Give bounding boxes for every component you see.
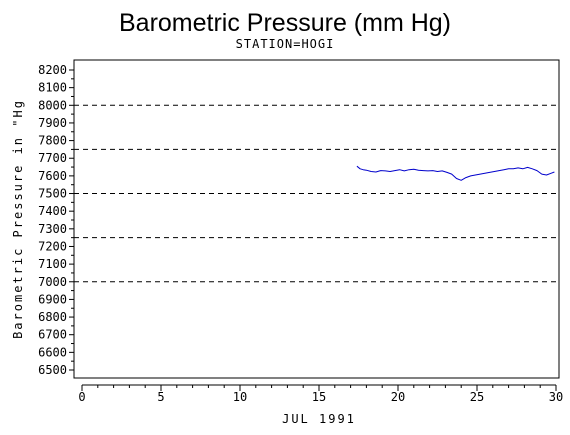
y-tick-label-6500: 6500 [38, 363, 67, 377]
y-tick-label-6600: 6600 [38, 345, 67, 359]
y-tick-label-7100: 7100 [38, 257, 67, 271]
series-line-0 [356, 165, 555, 181]
y-tick-label-7900: 7900 [38, 116, 67, 130]
y-tick-label-7800: 7800 [38, 134, 67, 148]
y-tick-label-7600: 7600 [38, 169, 67, 183]
x-tick-label-25: 25 [470, 390, 484, 404]
y-tick-label-7400: 7400 [38, 204, 67, 218]
y-tick-label-8000: 8000 [38, 98, 67, 112]
x-axis-title: JUL 1991 [282, 412, 356, 426]
y-tick-label-6900: 6900 [38, 292, 67, 306]
y-tick-label-7500: 7500 [38, 187, 67, 201]
y-tick-label-7200: 7200 [38, 239, 67, 253]
x-tick-label-5: 5 [157, 390, 164, 404]
reference-lines [74, 104, 559, 283]
y-axis: 6500 6600 6700 6800 6900 7000 7100 7200 7300 7400… [38, 63, 74, 377]
y-tick-label-7700: 7700 [38, 151, 67, 165]
x-tick-label-20: 20 [391, 390, 405, 404]
series-layer [356, 165, 555, 181]
y-tick-label-8200: 8200 [38, 63, 67, 77]
x-tick-label-30: 30 [549, 390, 563, 404]
x-tick-label-10: 10 [233, 390, 247, 404]
x-axis: 0 5 10 15 20 25 30 [78, 384, 563, 404]
y-tick-label-8100: 8100 [38, 81, 67, 95]
x-tick-label-15: 15 [312, 390, 326, 404]
y-tick-label-6700: 6700 [38, 328, 67, 342]
plot-frame [73, 59, 560, 379]
x-tick-label-0: 0 [78, 390, 85, 404]
y-tick-label-7000: 7000 [38, 275, 67, 289]
y-axis-title: Barometric Pressure in "Hg [11, 99, 25, 339]
chart-subtitle: STATION=HOGI [236, 37, 335, 51]
y-tick-label-7300: 7300 [38, 222, 67, 236]
chart-title: Barometric Pressure (mm Hg) [119, 9, 451, 37]
y-tick-label-6800: 6800 [38, 310, 67, 324]
